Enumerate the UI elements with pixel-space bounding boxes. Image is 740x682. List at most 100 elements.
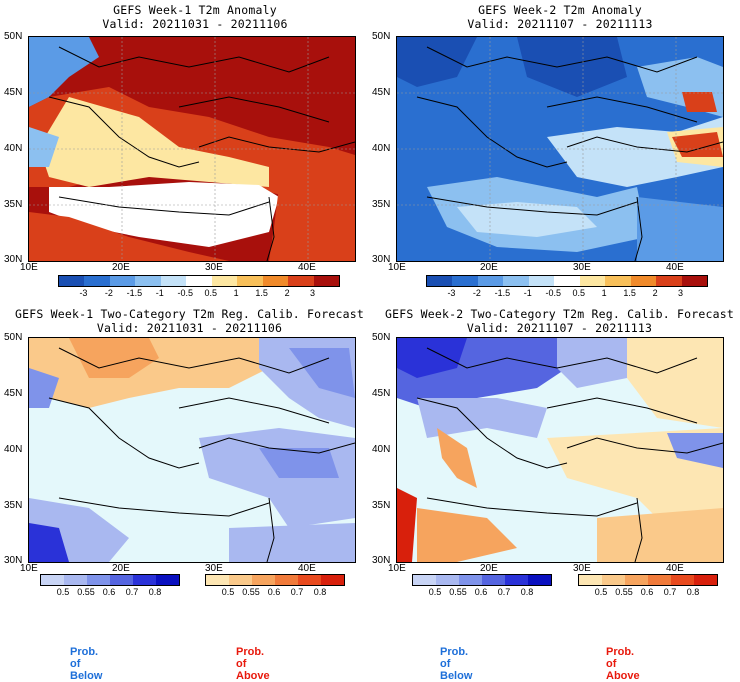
anomaly-colorbar: [426, 275, 708, 287]
lat-label: 50N: [372, 332, 391, 343]
colorbar-tick-label: 0.6: [267, 587, 281, 597]
week1-anomaly-map: [28, 36, 356, 262]
colorbar-tick-label: 0.55: [242, 587, 260, 597]
prob-below-colorbar: [40, 574, 180, 586]
panel-title: GEFS Week-1 T2m Anomaly: [113, 3, 277, 17]
lat-label: 50N: [4, 31, 23, 42]
colorbar-tick-label: 0.5: [572, 288, 585, 298]
colorbar-tick-label: -3: [447, 288, 456, 298]
prob-above-colorbar: [205, 574, 345, 586]
lat-label: 35N: [372, 500, 391, 511]
week2-probability-map: [396, 337, 724, 563]
colorbar-tick-label: -1: [523, 288, 532, 298]
colorbar-tick-label: 0.5: [428, 587, 442, 597]
colorbar-tick-label: 0.7: [497, 587, 511, 597]
colorbar-tick-label: 1: [233, 288, 239, 298]
colorbar-swatch: [156, 575, 179, 585]
colorbar-tick-label: 0.8: [148, 587, 162, 597]
lon-label: 30E: [573, 262, 591, 273]
lon-label: 30E: [573, 563, 591, 574]
lat-label: 40N: [372, 143, 391, 154]
colorbar-swatch: [87, 575, 110, 585]
colorbar-tick-label: 0.5: [221, 587, 235, 597]
lat-label: 45N: [372, 388, 391, 399]
colorbar-swatch: [84, 276, 110, 286]
colorbar-swatch: [313, 276, 339, 286]
lon-label: 10E: [388, 563, 406, 574]
lon-label: 40E: [666, 262, 684, 273]
colorbar-swatch: [436, 575, 459, 585]
colorbar-swatch: [252, 575, 275, 585]
colorbar-swatch: [648, 575, 671, 585]
colorbar-swatch: [41, 575, 64, 585]
colorbar-tick-label: 0.6: [474, 587, 488, 597]
colorbar-tick-label: 2: [652, 288, 658, 298]
colorbar-tick-label: -0.5: [545, 288, 562, 298]
colorbar-tick-label: -1.5: [126, 288, 143, 298]
colorbar-swatch: [505, 575, 528, 585]
colorbar-tick-label: 3: [310, 288, 316, 298]
lat-label: 40N: [4, 143, 23, 154]
lat-label: 40N: [4, 444, 23, 455]
lat-label: 40N: [372, 444, 391, 455]
colorbar-tick-label: 3: [678, 288, 684, 298]
colorbar-tick-label: 0.7: [125, 587, 139, 597]
prob-below-legend-label: Prob. of Below: [70, 646, 103, 682]
colorbar-tick-label: 0.8: [686, 587, 700, 597]
colorbar-tick-label: 0.6: [640, 587, 654, 597]
colorbar-tick-label: 0.55: [615, 587, 633, 597]
colorbar-swatch: [625, 575, 648, 585]
prob-below-colorbar: [412, 574, 552, 586]
colorbar-tick-label: -2: [104, 288, 113, 298]
colorbar-swatch: [211, 276, 238, 286]
lat-label: 30N: [372, 254, 391, 265]
colorbar-tick-label: -0.5: [177, 288, 194, 298]
colorbar-tick-label: 0.55: [77, 587, 95, 597]
lat-label: 35N: [4, 500, 23, 511]
colorbar-swatch: [64, 575, 87, 585]
colorbar-swatch: [229, 575, 252, 585]
week2-anomaly-map: [396, 36, 724, 262]
colorbar-tick-label: -2: [472, 288, 481, 298]
lat-label: 30N: [4, 254, 23, 265]
colorbar-tick-label: 0.55: [449, 587, 467, 597]
anomaly-colorbar: [58, 275, 340, 287]
lat-label: 45N: [4, 388, 23, 399]
prob-above-legend-label: Prob. of Above: [236, 646, 270, 682]
colorbar-tick-label: 0.8: [313, 587, 327, 597]
colorbar-swatch: [186, 276, 212, 286]
colorbar-swatch: [413, 575, 436, 585]
lon-label: 20E: [480, 262, 498, 273]
lat-label: 50N: [372, 31, 391, 42]
colorbar-tick-label: 0.5: [204, 288, 217, 298]
panel-title: GEFS Week-2 T2m Anomaly: [478, 3, 642, 17]
colorbar-swatch: [656, 276, 682, 286]
colorbar-tick-label: -1: [155, 288, 164, 298]
colorbar-swatch: [262, 276, 289, 286]
colorbar-swatch: [477, 276, 504, 286]
colorbar-swatch: [135, 276, 161, 286]
lat-label: 45N: [4, 87, 23, 98]
colorbar-swatch: [275, 575, 298, 585]
panel-title: GEFS Week-2 Two-Category T2m Reg. Calib.…: [384, 307, 735, 321]
lon-label: 40E: [298, 563, 316, 574]
colorbar-tick-label: 0.7: [290, 587, 304, 597]
lat-label: 35N: [4, 199, 23, 210]
colorbar-tick-label: 0.6: [102, 587, 116, 597]
colorbar-swatch: [160, 276, 187, 286]
panel-valid-dates: Valid: 20211031 - 20211106: [96, 321, 283, 335]
lon-label: 30E: [205, 262, 223, 273]
colorbar-swatch: [630, 276, 657, 286]
lat-label: 30N: [372, 555, 391, 566]
lon-label: 40E: [666, 563, 684, 574]
colorbar-tick-label: -1.5: [494, 288, 511, 298]
lon-label: 40E: [298, 262, 316, 273]
prob-above-colorbar: [578, 574, 718, 586]
colorbar-swatch: [503, 276, 529, 286]
lat-label: 35N: [372, 199, 391, 210]
colorbar-swatch: [482, 575, 505, 585]
colorbar-swatch: [528, 575, 551, 585]
colorbar-tick-label: 0.5: [56, 587, 70, 597]
colorbar-swatch: [427, 276, 453, 286]
colorbar-swatch: [109, 276, 136, 286]
